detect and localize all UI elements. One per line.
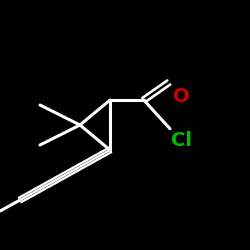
Text: O: O [172,87,189,106]
Text: Cl: Cl [171,130,192,150]
